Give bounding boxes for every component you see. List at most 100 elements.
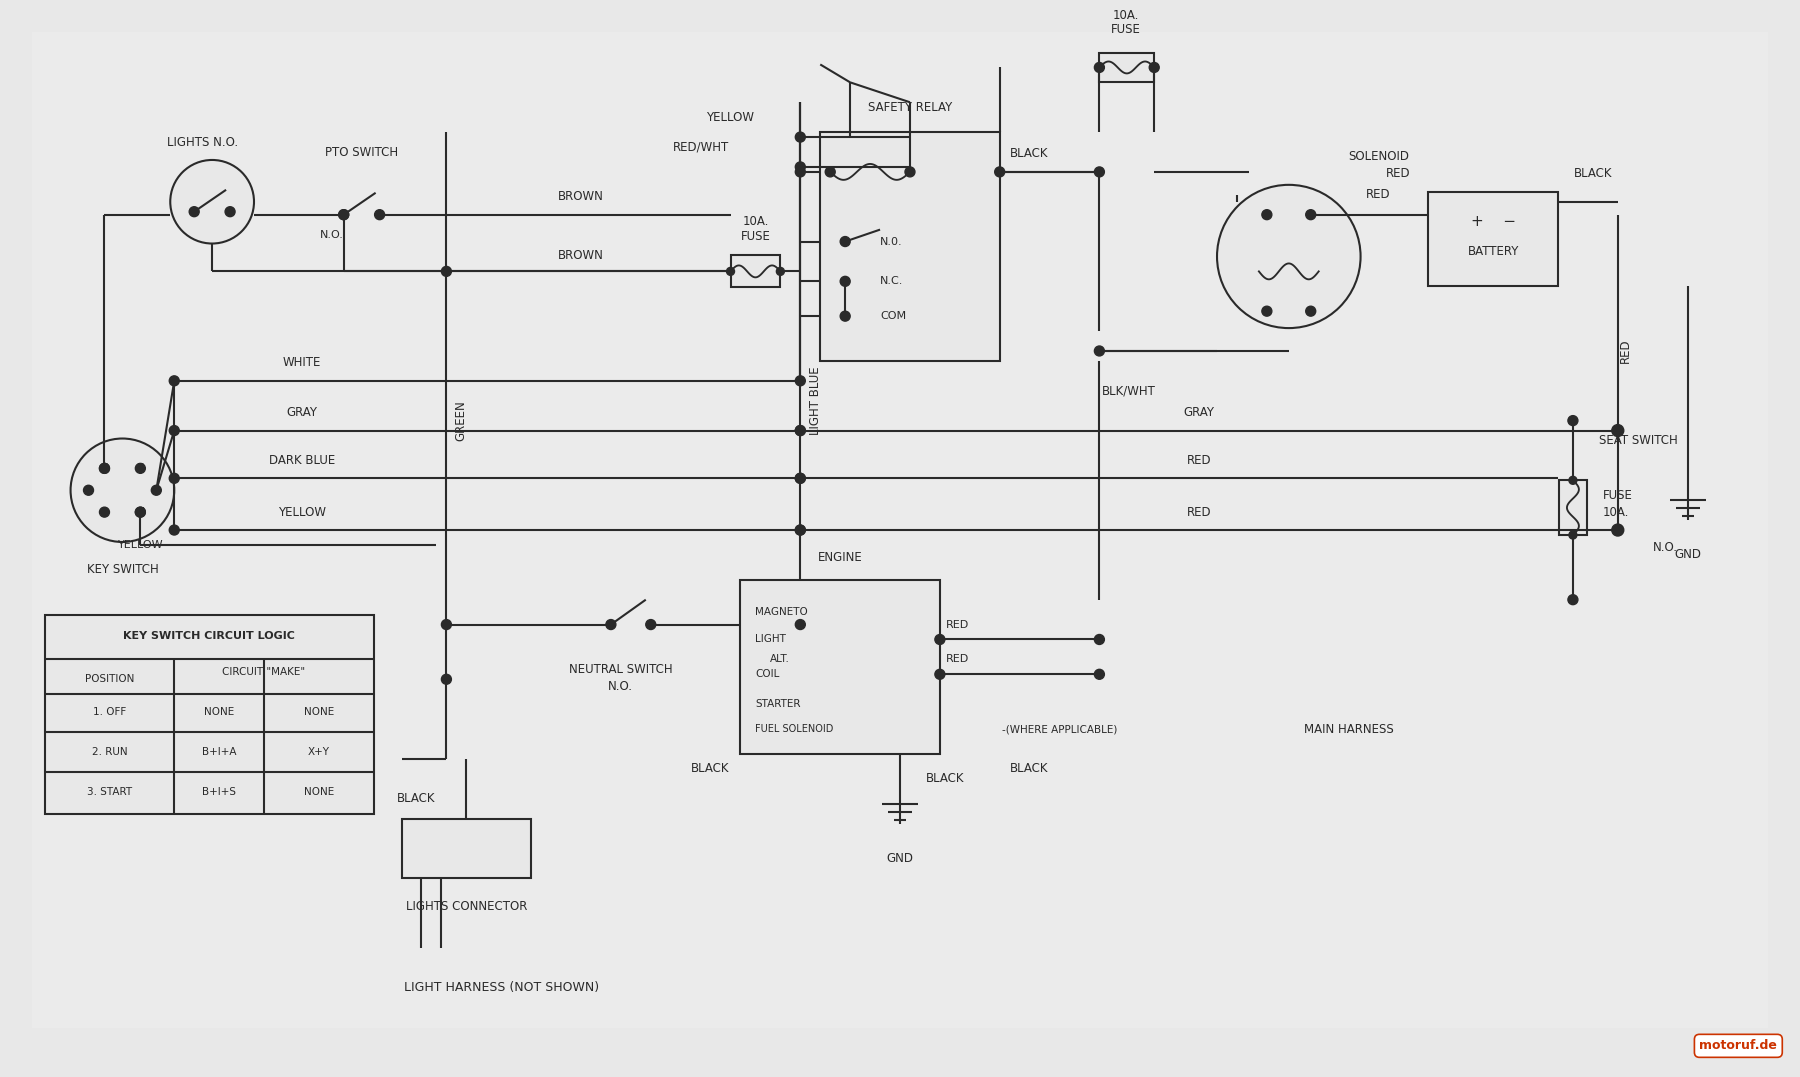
Circle shape [796, 425, 805, 435]
Circle shape [934, 669, 945, 680]
Text: RED/WHT: RED/WHT [673, 140, 729, 154]
Text: DARK BLUE: DARK BLUE [268, 453, 335, 467]
Text: SAFETY RELAY: SAFETY RELAY [868, 101, 952, 114]
Circle shape [796, 473, 805, 484]
Text: NONE: NONE [203, 708, 234, 717]
Text: ENGINE: ENGINE [817, 551, 862, 564]
Circle shape [70, 438, 175, 542]
Text: BATTERY: BATTERY [1467, 244, 1519, 258]
Text: 2. RUN: 2. RUN [92, 746, 128, 757]
Text: X: X [137, 463, 144, 474]
Text: KEY SWITCH: KEY SWITCH [86, 563, 158, 576]
Circle shape [441, 266, 452, 277]
Circle shape [1148, 62, 1159, 72]
Circle shape [796, 167, 805, 177]
Text: -(WHERE APPLICABLE): -(WHERE APPLICABLE) [1003, 724, 1118, 735]
Text: NONE: NONE [304, 786, 335, 797]
Circle shape [607, 619, 616, 630]
Circle shape [1611, 524, 1624, 536]
Circle shape [796, 526, 805, 535]
Text: N.O.: N.O. [1652, 542, 1678, 555]
Text: 10A.: 10A. [1602, 505, 1629, 519]
Bar [1100, 53, 1154, 82]
Text: +    −: + − [1471, 214, 1516, 229]
Circle shape [776, 267, 785, 276]
Circle shape [441, 674, 452, 684]
Text: RED: RED [947, 655, 970, 665]
Circle shape [338, 210, 349, 220]
Circle shape [646, 619, 655, 630]
Text: MAGNETO: MAGNETO [756, 606, 808, 617]
Circle shape [995, 167, 1004, 177]
Text: FUSE: FUSE [740, 230, 770, 243]
Text: GRAY: GRAY [286, 406, 317, 419]
Circle shape [1262, 306, 1273, 317]
Circle shape [83, 486, 94, 495]
Circle shape [796, 132, 805, 142]
Bar [821, 132, 999, 361]
Text: MAIN HARNESS: MAIN HARNESS [1303, 723, 1393, 736]
Circle shape [135, 507, 146, 517]
Circle shape [1217, 185, 1361, 328]
Circle shape [1150, 64, 1157, 71]
Text: S: S [101, 463, 108, 474]
Text: POSITION: POSITION [85, 674, 135, 684]
Circle shape [189, 207, 200, 216]
Circle shape [135, 463, 146, 473]
Text: WHITE: WHITE [283, 356, 320, 369]
Text: BLACK: BLACK [1010, 763, 1049, 775]
Circle shape [1611, 424, 1624, 436]
Text: BLACK: BLACK [925, 772, 965, 785]
Circle shape [841, 237, 850, 247]
Text: STARTER: STARTER [756, 699, 801, 709]
Circle shape [169, 425, 180, 435]
Circle shape [169, 473, 180, 484]
Text: RED: RED [947, 619, 970, 630]
Text: RED: RED [1186, 505, 1211, 519]
Text: BROWN: BROWN [558, 249, 605, 262]
Text: B+I+A: B+I+A [202, 746, 236, 757]
Bar [731, 255, 781, 288]
Bar [401, 819, 531, 878]
Circle shape [171, 160, 254, 243]
Text: RED: RED [1620, 338, 1633, 363]
Circle shape [796, 526, 805, 535]
Circle shape [841, 311, 850, 321]
Text: X+Y: X+Y [308, 746, 329, 757]
Circle shape [905, 167, 914, 177]
Text: BLK/WHT: BLK/WHT [1102, 384, 1156, 397]
Text: NONE: NONE [304, 708, 335, 717]
Circle shape [796, 376, 805, 386]
Text: LIGHTS N.O.: LIGHTS N.O. [167, 136, 238, 149]
Text: LIGHT BLUE: LIGHT BLUE [808, 366, 823, 435]
Text: BLACK: BLACK [1573, 167, 1613, 180]
Text: COM: COM [880, 311, 905, 321]
Text: YELLOW: YELLOW [707, 111, 754, 124]
Circle shape [1094, 669, 1105, 680]
Circle shape [225, 207, 236, 216]
Text: BLACK: BLACK [691, 763, 729, 775]
Text: N.O.: N.O. [320, 229, 344, 239]
Text: SOLENOID: SOLENOID [1348, 151, 1409, 164]
Circle shape [441, 619, 452, 630]
Circle shape [796, 619, 805, 630]
Text: BLACK: BLACK [1010, 148, 1049, 160]
Text: GND: GND [1674, 548, 1701, 561]
Text: COIL: COIL [756, 669, 779, 680]
Text: GRAY: GRAY [1184, 406, 1215, 419]
Text: GND: GND [886, 852, 913, 865]
Circle shape [1570, 476, 1577, 485]
Text: YELLOW: YELLOW [117, 540, 164, 550]
Text: RED: RED [1386, 167, 1411, 180]
Text: Y: Y [137, 507, 144, 517]
Text: I: I [103, 507, 106, 517]
Bar [1429, 192, 1559, 286]
Text: LIGHTS CONNECTOR: LIGHTS CONNECTOR [405, 899, 527, 912]
Text: 3. START: 3. START [86, 786, 131, 797]
Text: YELLOW: YELLOW [277, 505, 326, 519]
Circle shape [1094, 634, 1105, 644]
Circle shape [99, 463, 110, 473]
Circle shape [338, 210, 349, 220]
Circle shape [796, 162, 805, 172]
Text: 1. OFF: 1. OFF [94, 708, 126, 717]
